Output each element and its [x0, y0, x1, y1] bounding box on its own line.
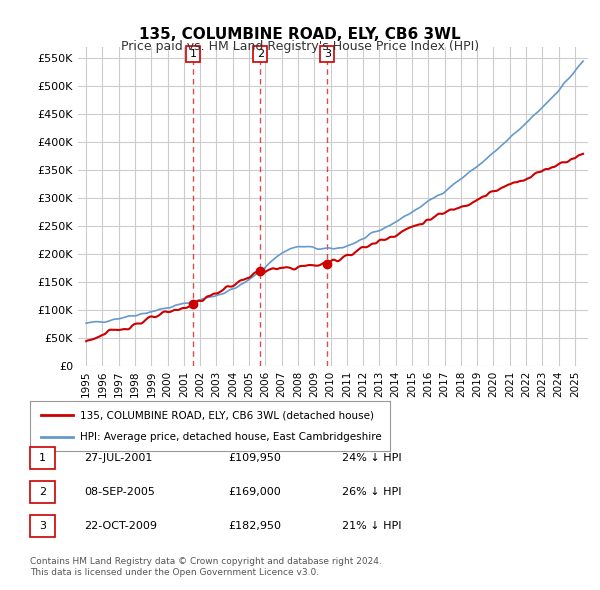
- Text: 27-JUL-2001: 27-JUL-2001: [84, 453, 152, 463]
- Text: Contains HM Land Registry data © Crown copyright and database right 2024.: Contains HM Land Registry data © Crown c…: [30, 558, 382, 566]
- Text: 3: 3: [324, 49, 331, 59]
- Text: £169,000: £169,000: [228, 487, 281, 497]
- Text: 22-OCT-2009: 22-OCT-2009: [84, 522, 157, 531]
- Text: 08-SEP-2005: 08-SEP-2005: [84, 487, 155, 497]
- Text: 21% ↓ HPI: 21% ↓ HPI: [342, 522, 401, 531]
- Text: 1: 1: [190, 49, 197, 59]
- Text: 24% ↓ HPI: 24% ↓ HPI: [342, 453, 401, 463]
- Text: 2: 2: [39, 487, 46, 497]
- Text: Price paid vs. HM Land Registry's House Price Index (HPI): Price paid vs. HM Land Registry's House …: [121, 40, 479, 53]
- Text: £182,950: £182,950: [228, 522, 281, 531]
- Text: 26% ↓ HPI: 26% ↓ HPI: [342, 487, 401, 497]
- Text: 1: 1: [39, 453, 46, 463]
- Text: 3: 3: [39, 522, 46, 531]
- Text: This data is licensed under the Open Government Licence v3.0.: This data is licensed under the Open Gov…: [30, 568, 319, 577]
- Text: 2: 2: [257, 49, 264, 59]
- Text: 135, COLUMBINE ROAD, ELY, CB6 3WL: 135, COLUMBINE ROAD, ELY, CB6 3WL: [139, 27, 461, 41]
- Text: £109,950: £109,950: [228, 453, 281, 463]
- Text: 135, COLUMBINE ROAD, ELY, CB6 3WL (detached house): 135, COLUMBINE ROAD, ELY, CB6 3WL (detac…: [80, 410, 374, 420]
- Text: HPI: Average price, detached house, East Cambridgeshire: HPI: Average price, detached house, East…: [80, 432, 382, 442]
